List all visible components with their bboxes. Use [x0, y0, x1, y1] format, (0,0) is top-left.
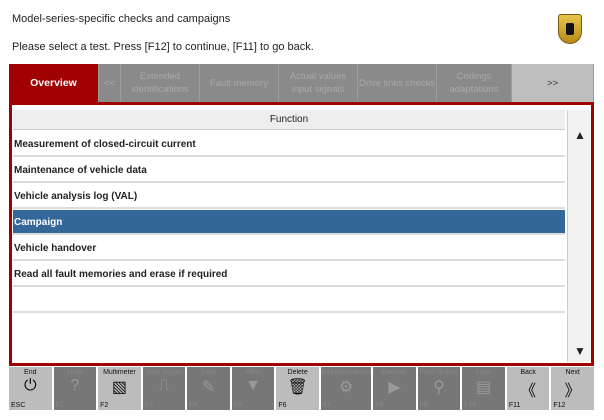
tab-codings[interactable]: Codings adaptations	[437, 64, 512, 102]
trash-icon: 🗑	[287, 379, 308, 396]
next-button[interactable]: Next 》 F12	[551, 367, 594, 410]
key-label: F11	[508, 402, 521, 409]
list-item[interactable]: Vehicle analysis log (VAL)	[13, 184, 565, 209]
filter-button: Filter ▼ F5	[231, 367, 275, 410]
tab-scroll-left[interactable]: <<	[99, 64, 121, 102]
key-label: F7	[322, 402, 332, 409]
tab-extended-identifications[interactable]: Extended identifications	[121, 64, 200, 102]
help-icon: ?	[70, 377, 80, 394]
list-item-selected[interactable]: Campaign	[13, 210, 565, 235]
help-button: Help? F1	[53, 367, 97, 410]
save-button: Save ✎ F4	[187, 367, 230, 410]
filter-icon: ▼	[245, 377, 262, 394]
tab-bar: Overview << Extended identifications Fau…	[9, 64, 594, 102]
data-logger-icon: ⎍	[158, 377, 170, 394]
fault-finding-button: Fault finding ⚲ F9	[417, 367, 461, 410]
page-title: Model-series-specific checks and campaig…	[12, 13, 231, 25]
button-label: Delete	[287, 369, 308, 376]
scrollbar[interactable]: ▲ ▼	[567, 110, 591, 362]
back-button[interactable]: Back 《 F11	[506, 367, 550, 410]
key-label: F8	[375, 402, 384, 409]
button-label: Multimeter	[103, 369, 136, 376]
function-key-bar: End ⏻ ESC Help? F1 Multimeter ▧ F2 Data logger ⎍ F…	[9, 367, 594, 410]
save-icon: ✎	[201, 379, 216, 396]
key-label: F1	[55, 402, 64, 409]
key-label: F3	[144, 402, 153, 409]
logs-icon: ▤	[475, 379, 492, 396]
porsche-logo	[558, 14, 582, 44]
function-list-panel: Function Measurement of closed-circuit c…	[9, 102, 594, 366]
button-label: Logs	[475, 369, 492, 376]
additional-menu-button: Additional menu ⚙ F7	[320, 367, 372, 410]
instruction-text: Please select a test. Press [F12] to con…	[12, 41, 314, 53]
fault-finding-icon: ⚲	[433, 379, 445, 396]
key-label: ESC	[11, 402, 26, 409]
scroll-down-icon[interactable]: ▼	[574, 344, 586, 358]
additional-menu-icon: ⚙	[338, 379, 354, 396]
key-label: F10	[464, 402, 477, 409]
button-label: Execute	[381, 369, 408, 376]
end-button[interactable]: End ⏻ ESC	[9, 367, 52, 410]
button-label: Help	[67, 369, 83, 376]
button-label: Additional menu	[320, 369, 372, 376]
button-label: Filter	[245, 369, 261, 376]
list-item[interactable]	[13, 288, 565, 313]
key-label: F6	[278, 402, 287, 409]
list-item[interactable]: Maintenance of vehicle data	[13, 158, 565, 183]
key-label: F2	[100, 402, 109, 409]
tab-drive-links[interactable]: Drive links checks	[358, 64, 437, 102]
button-label: Data logger	[145, 369, 183, 376]
tab-scroll-right[interactable]: >>	[512, 64, 594, 102]
multimeter-button[interactable]: Multimeter ▧ F2	[98, 367, 141, 410]
key-label: F9	[419, 402, 428, 409]
list-item[interactable]: Read all fault memories and erase if req…	[13, 262, 565, 287]
button-label: Next	[565, 369, 580, 376]
key-label: F4	[189, 402, 198, 409]
key-label: F5	[233, 402, 242, 409]
list-item[interactable]: Vehicle handover	[13, 236, 565, 261]
list-item[interactable]: Measurement of closed-circuit current	[13, 132, 565, 157]
button-label: End	[24, 369, 37, 376]
execute-icon: ▶	[388, 379, 401, 396]
power-icon: ⏻	[23, 377, 37, 394]
multimeter-icon: ▧	[111, 379, 127, 396]
button-label: Fault finding	[419, 369, 459, 376]
key-label: F12	[553, 402, 566, 409]
tab-actual-values[interactable]: Actual values input signals	[279, 64, 358, 102]
scroll-up-icon[interactable]: ▲	[574, 128, 586, 142]
data-logger-button: Data logger ⎍ F3	[142, 367, 186, 410]
column-header-function: Function	[13, 110, 565, 130]
tab-overview[interactable]: Overview	[9, 64, 99, 102]
logs-button: Logs ▤ F10	[462, 367, 505, 410]
button-label: Back	[520, 369, 536, 376]
delete-button[interactable]: Delete 🗑 F6	[276, 367, 319, 410]
back-icon: 《	[520, 383, 537, 400]
next-icon: 》	[564, 383, 581, 400]
button-label: Save	[200, 369, 217, 376]
tab-fault-memory[interactable]: Fault memory	[200, 64, 279, 102]
execute-button: Execute ▶ F8	[373, 367, 416, 410]
